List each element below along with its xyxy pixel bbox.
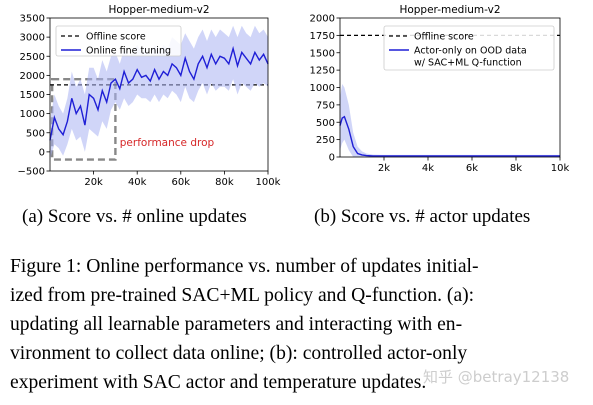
legend-label: Offline score [86,32,146,43]
caption-line: updating all learnable parameters and in… [10,314,463,335]
legend-label: Offline score [414,32,474,43]
y-tick-label: 2000 [20,71,45,82]
legend-label: Online fine tuning [86,46,171,57]
legend-label: w/ SAC+ML Q-function [414,58,522,69]
y-tick-label: 3500 [20,14,45,25]
y-tick-label: 1500 [310,48,335,59]
y-tick-label: 750 [316,100,335,111]
y-tick-label: 0 [329,153,335,164]
y-tick-label: 0 [39,147,45,158]
series-line [49,45,269,141]
y-tick-label: 2500 [20,52,45,63]
x-tick-label: 6k [466,163,478,174]
y-tick-label: 500 [316,118,335,129]
legend-box [383,25,555,71]
legend-label: Actor-only on OOD data [414,46,527,57]
figure-caption: Figure 1: Online performance vs. number … [10,252,585,397]
annotation: performance drop [120,137,215,149]
figure: Hopper-medium-v2 20k 40k 60k 80k 100k −500 0 500… [18,4,570,188]
y-tick-label: 1250 [310,66,335,77]
watermark: 知乎 @betray12138 [423,368,570,386]
x-tick-label: 4k [422,163,434,174]
x-tick-label: 100k [256,177,281,188]
y-tick-label: 1500 [20,90,45,101]
y-tick-label: 500 [26,128,45,139]
y-tick-label: 1000 [310,83,335,94]
chart-b: Hopper-medium-v2 2k 4k 6k 8k 10k 0 250 500 750 100… [310,4,570,174]
subcaption-a: (a) Score vs. # online updates [22,206,247,227]
x-tick-label: 40k [128,177,147,188]
y-tick-label: 2000 [310,14,335,25]
chart-a: Hopper-medium-v2 20k 40k 60k 80k 100k −500 0 500… [18,4,281,188]
series-line [339,115,560,157]
x-tick-label: 20k [84,177,103,188]
y-tick-label: 250 [316,135,335,146]
x-tick-label: 8k [510,163,522,174]
chart-title: Hopper-medium-v2 [399,4,500,16]
x-tick-label: 60k [172,177,191,188]
caption-line: ized from pre-trained SAC+ML policy and … [10,285,475,306]
y-tick-label: −500 [18,167,45,178]
y-tick-label: 1000 [20,109,45,120]
caption-line: experiment with SAC actor and temperatur… [10,372,427,393]
caption-line: vironment to collect data online; (b): c… [10,343,468,364]
y-tick-label: 1750 [310,31,335,42]
subcaption-b: (b) Score vs. # actor updates [314,206,531,227]
x-tick-label: 2k [378,163,390,174]
y-tick-label: 3000 [20,33,45,44]
series-band [340,84,560,157]
chart-title: Hopper-medium-v2 [108,4,209,16]
legend-box [55,25,182,57]
x-tick-label: 10k [551,163,570,174]
caption-line: Figure 1: Online performance vs. number … [10,256,479,277]
x-tick-label: 80k [215,177,234,188]
